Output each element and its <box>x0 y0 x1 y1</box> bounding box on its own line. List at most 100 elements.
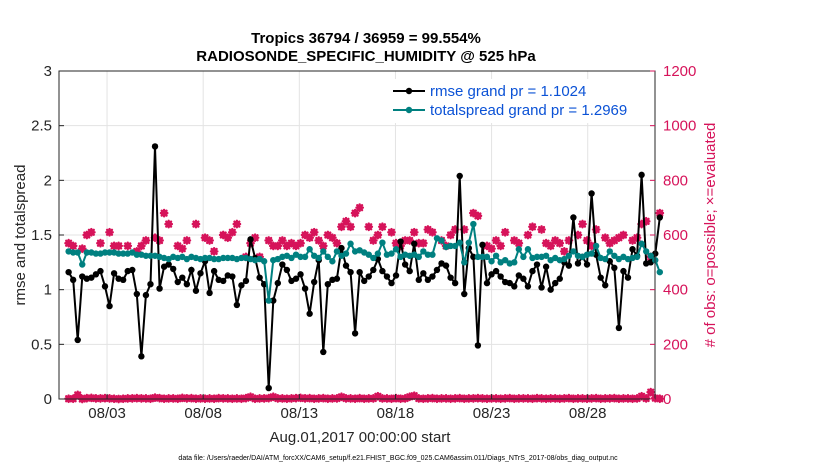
rmse-point <box>320 348 327 356</box>
obs-evaluated-point <box>277 236 287 245</box>
obs-evaluated-point <box>82 230 92 240</box>
rmse-point <box>406 267 413 275</box>
obs-evaluated-point <box>155 236 164 245</box>
obs-evaluated-point <box>86 227 96 237</box>
obs-evaluated-layer <box>64 203 665 262</box>
obs-possible-point <box>100 393 110 403</box>
rmse-point <box>565 262 573 269</box>
totalspread-point <box>592 242 600 250</box>
obs-evaluated-point <box>446 230 456 240</box>
obs-evaluated-point <box>523 230 533 240</box>
totalspread-point <box>474 253 482 261</box>
obs-evaluated-point <box>291 241 301 251</box>
rmse-point <box>69 276 77 284</box>
totalspread-point <box>647 252 654 259</box>
obs-possible-point <box>300 394 310 403</box>
obs-evaluated-point <box>318 241 328 251</box>
legend-totalspread-marker <box>405 106 413 114</box>
totalspread-point <box>106 249 113 256</box>
obs-possible-point <box>609 393 619 403</box>
obs-evaluated-point <box>428 227 437 237</box>
rmse-point <box>538 284 545 291</box>
rmse-point <box>470 253 477 261</box>
y-axis-right-label: # of obs: o=possible; ×=evaluated <box>702 123 719 348</box>
rmse-point <box>183 281 191 288</box>
totalspread-point <box>633 253 641 261</box>
obs-possible-point <box>478 394 487 403</box>
rmse-point <box>151 143 159 150</box>
rmse-point <box>179 274 186 281</box>
rmse-point <box>333 275 341 282</box>
totalspread-point <box>570 248 577 255</box>
obs-evaluated-point <box>641 216 651 226</box>
obs-evaluated-point <box>587 241 596 251</box>
rmse-point <box>92 271 100 278</box>
obs-evaluated-point <box>150 233 160 243</box>
obs-possible-point <box>450 394 460 403</box>
rmse-point <box>247 236 254 243</box>
rmse-point <box>238 282 245 289</box>
rmse-point <box>447 274 454 281</box>
x-axis-label: Aug.01,2017 00:00:00 start <box>270 429 452 446</box>
obs-possible-point <box>268 392 278 402</box>
obs-evaluated-point <box>414 238 424 248</box>
obs-evaluated-point <box>459 225 469 234</box>
obs-evaluated-point <box>355 203 365 213</box>
rmse-point <box>515 272 523 279</box>
rmse-point <box>301 285 309 292</box>
y-tick-label-left: 1.5 <box>31 227 52 244</box>
rmse-point <box>611 264 618 271</box>
rmse-point <box>310 278 318 286</box>
obs-possible-point <box>305 393 315 403</box>
rmse-point <box>256 274 263 281</box>
rmse-point <box>274 279 282 287</box>
x-tick-label: 08/13 <box>281 405 319 422</box>
obs-possible-point <box>382 394 392 403</box>
totalspread-point <box>451 242 459 250</box>
obs-possible-point <box>646 387 656 397</box>
rmse-point <box>411 240 418 247</box>
rmse-point <box>570 214 577 221</box>
obs-possible-point <box>637 391 647 401</box>
obs-evaluated-point <box>323 230 333 240</box>
obs-evaluated-point <box>409 227 419 237</box>
rmse-point <box>342 262 350 269</box>
rmse-point <box>270 297 277 304</box>
legend: rmse grand pr = 1.1024 totalspread grand… <box>387 79 651 123</box>
rmse-point <box>479 241 486 249</box>
rmse-point <box>365 273 372 280</box>
rmse-point <box>388 279 395 287</box>
obs-possible-point <box>441 394 451 403</box>
obs-evaluated-point <box>491 236 501 245</box>
y-tick-label-right: 400 <box>663 282 688 299</box>
rmse-point <box>529 267 536 275</box>
obs-evaluated-point <box>123 241 133 251</box>
totalspread-point <box>488 258 495 265</box>
totalspread-point <box>142 252 150 259</box>
rmse-point <box>347 268 354 276</box>
totalspread-point <box>74 249 81 256</box>
rmse-point <box>456 172 463 180</box>
rmse-point <box>297 271 304 278</box>
obs-possible-point <box>423 394 433 403</box>
rmse-point <box>656 214 664 221</box>
rmse-point <box>552 279 559 287</box>
obs-possible-point <box>473 393 483 403</box>
rmse-point <box>583 261 591 268</box>
rmse-point <box>138 353 145 360</box>
obs-evaluated-point <box>132 247 142 256</box>
totalspread-point <box>315 254 322 262</box>
x-tick-label: 08/03 <box>88 405 126 422</box>
totalspread-point <box>602 255 609 263</box>
obs-evaluated-point <box>136 241 146 251</box>
x-tick-label: 08/23 <box>473 405 511 422</box>
rmse-point <box>442 262 450 269</box>
obs-evaluated-point <box>418 238 428 248</box>
obs-evaluated-point <box>268 241 278 251</box>
y-tick-label-left: 2 <box>44 172 52 189</box>
obs-evaluated-point <box>141 236 151 245</box>
totalspread-point <box>329 258 336 265</box>
obs-possible-point <box>409 391 419 401</box>
y-tick-label-right: 800 <box>663 172 688 189</box>
totalspread-point <box>297 253 304 261</box>
